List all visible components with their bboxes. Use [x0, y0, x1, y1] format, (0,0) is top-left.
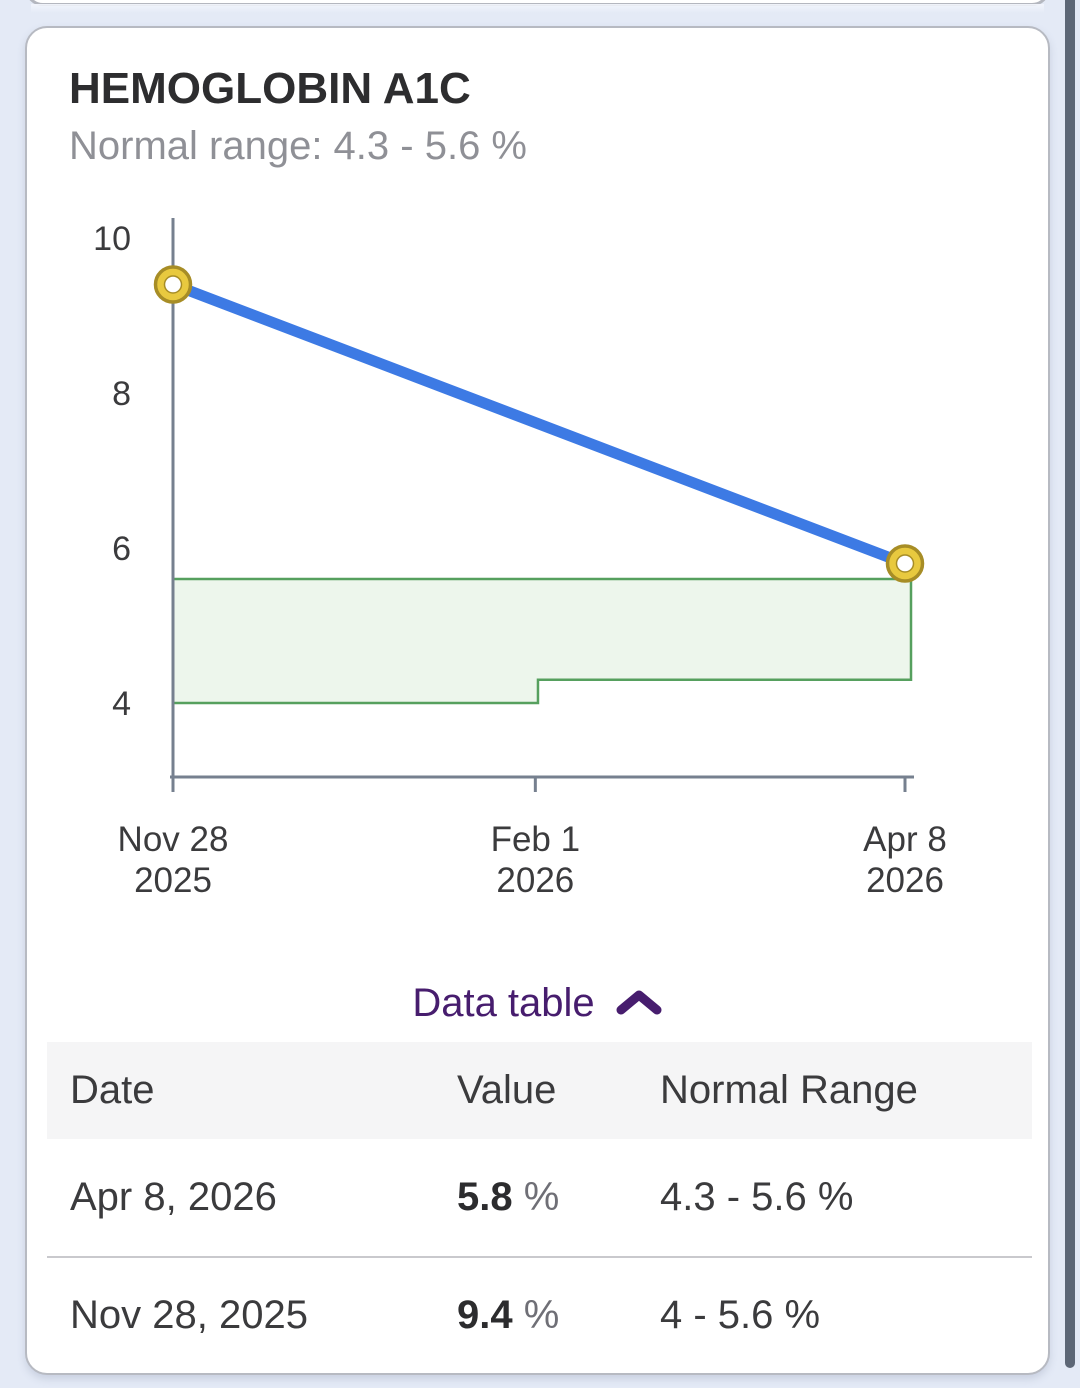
x-tick-label: Apr 8 — [863, 820, 947, 859]
data-table: Date Value Normal Range Apr 8, 2026 5.8 … — [47, 1042, 1032, 1373]
normal-range-subtitle: Normal range: 4.3 - 5.6 % — [69, 124, 527, 168]
value-unit: % — [523, 1175, 560, 1219]
col-header-value: Value — [457, 1068, 557, 1112]
value-number: 5.8 — [457, 1175, 513, 1219]
table-row: Apr 8, 2026 5.8 % 4.3 - 5.6 % — [47, 1139, 1032, 1258]
previous-card-glow — [31, 4, 1044, 13]
cell-value: 5.8 % — [457, 1175, 660, 1220]
value-unit: % — [523, 1293, 560, 1337]
cell-normal-range: 4.3 - 5.6 % — [660, 1175, 854, 1219]
y-tick-label: 4 — [112, 685, 131, 723]
normal-range-band — [171, 577, 913, 705]
value-number: 9.4 — [457, 1293, 513, 1337]
lab-result-card: HEMOGLOBIN A1C Normal range: 4.3 - 5.6 %… — [25, 26, 1050, 1375]
cell-date: Apr 8, 2026 — [70, 1175, 277, 1219]
x-tick-label: 2025 — [134, 861, 212, 900]
x-tick-label: 2026 — [866, 861, 944, 900]
chevron-up-icon — [616, 990, 662, 1015]
table-row: Nov 28, 2025 9.4 % 4 - 5.6 % — [47, 1258, 1032, 1373]
cell-value: 9.4 % — [457, 1293, 660, 1338]
cell-normal-range: 4 - 5.6 % — [660, 1293, 821, 1337]
y-tick-label: 6 — [112, 530, 131, 568]
lab-title: HEMOGLOBIN A1C — [69, 64, 471, 113]
y-tick-label: 10 — [93, 220, 131, 258]
x-tick-label: 2026 — [496, 861, 574, 900]
data-point-marker-center — [163, 275, 183, 294]
data-table-toggle-label: Data table — [412, 980, 595, 1025]
scrollbar[interactable] — [1065, 0, 1075, 1368]
x-tick-label: Nov 28 — [118, 820, 229, 859]
table-header-row: Date Value Normal Range — [47, 1042, 1032, 1139]
x-tick-label: Feb 1 — [491, 820, 581, 859]
cell-date: Nov 28, 2025 — [70, 1293, 308, 1337]
y-tick-label: 8 — [112, 375, 131, 413]
col-header-date: Date — [70, 1068, 155, 1112]
series-line — [167, 279, 911, 569]
data-table-toggle[interactable]: Data table — [27, 978, 1048, 1028]
data-point-marker-center — [895, 554, 915, 573]
col-header-normal-range: Normal Range — [660, 1068, 918, 1112]
